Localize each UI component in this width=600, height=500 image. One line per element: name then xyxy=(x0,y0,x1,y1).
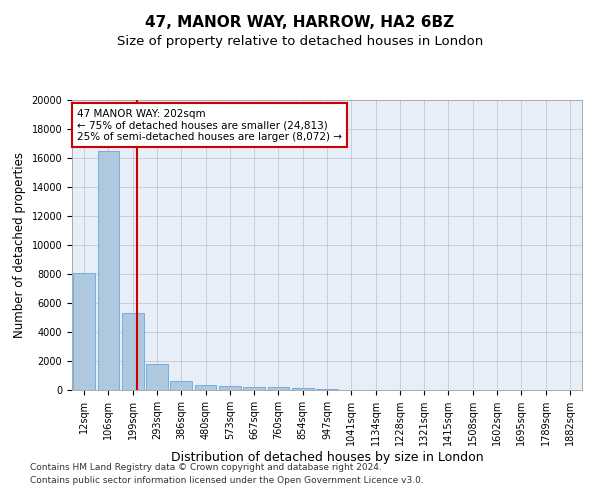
Bar xyxy=(122,313,143,390)
Text: Size of property relative to detached houses in London: Size of property relative to detached ho… xyxy=(117,35,483,48)
Bar xyxy=(219,386,241,390)
Bar xyxy=(73,272,95,390)
X-axis label: Distribution of detached houses by size in London: Distribution of detached houses by size … xyxy=(170,451,484,464)
Text: 47 MANOR WAY: 202sqm
← 75% of detached houses are smaller (24,813)
25% of semi-d: 47 MANOR WAY: 202sqm ← 75% of detached h… xyxy=(77,108,342,142)
Text: Contains HM Land Registry data © Crown copyright and database right 2024.: Contains HM Land Registry data © Crown c… xyxy=(30,462,382,471)
Bar xyxy=(194,385,217,390)
Bar xyxy=(146,364,168,390)
Bar xyxy=(97,151,119,390)
Bar xyxy=(243,387,265,390)
Bar xyxy=(170,380,192,390)
Bar xyxy=(316,389,338,390)
Text: Contains public sector information licensed under the Open Government Licence v3: Contains public sector information licen… xyxy=(30,476,424,485)
Text: 47, MANOR WAY, HARROW, HA2 6BZ: 47, MANOR WAY, HARROW, HA2 6BZ xyxy=(145,15,455,30)
Y-axis label: Number of detached properties: Number of detached properties xyxy=(13,152,26,338)
Bar xyxy=(268,387,289,390)
Bar xyxy=(292,388,314,390)
